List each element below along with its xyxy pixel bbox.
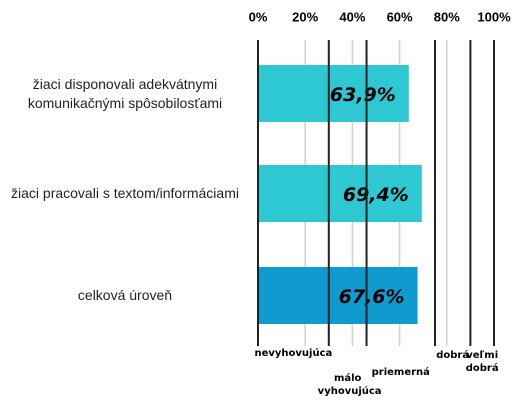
band-label: nevyhovujúca <box>254 348 333 359</box>
band-label: priemerná <box>371 367 430 378</box>
bar <box>258 65 409 122</box>
value-label: 69,4% <box>343 184 409 206</box>
x-tick-label: 40% <box>339 9 365 24</box>
category-label: žiaci disponovali adekvátnymi komunikačn… <box>27 75 223 111</box>
bar <box>258 165 422 222</box>
band-label: veľmi dobrá <box>465 350 499 374</box>
band-label: dobrá <box>436 350 470 361</box>
bar <box>258 267 418 324</box>
band-label: málo vyhovujúca <box>317 373 382 397</box>
x-tick-label: 20% <box>292 9 318 24</box>
category-label: žiaci pracovali s textom/informáciami <box>11 185 239 201</box>
x-tick-label: 100% <box>477 9 511 24</box>
value-label: 63,9% <box>330 84 396 106</box>
x-tick-label: 60% <box>387 9 413 24</box>
category-label: celková úroveň <box>77 287 173 303</box>
x-tick-label: 80% <box>434 9 460 24</box>
x-tick-label: 0% <box>249 9 268 24</box>
value-label: 67,6% <box>339 286 405 308</box>
